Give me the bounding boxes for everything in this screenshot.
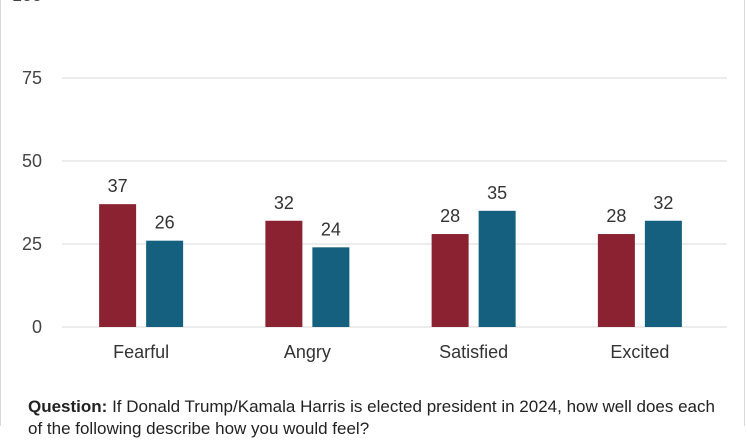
data-label-fearful-series-1: 37 bbox=[108, 176, 128, 196]
bar-satisfied-series-2 bbox=[478, 210, 516, 327]
data-label-angry-series-2: 24 bbox=[321, 219, 341, 239]
y-tick-label-50: 50 bbox=[22, 151, 42, 171]
bar-fearful-series-2 bbox=[146, 240, 184, 327]
data-label-satisfied-series-2: 35 bbox=[487, 183, 507, 203]
bar-chart: 0 25 50 75 100 37 26 Fearful 32 24 Angry 28 35 Satisf… bbox=[12, 0, 727, 362]
bar-excited-series-2 bbox=[644, 220, 682, 327]
question-caption: Question: If Donald Trump/Kamala Harris … bbox=[28, 396, 728, 440]
data-label-angry-series-1: 32 bbox=[274, 193, 294, 213]
caption-text: If Donald Trump/Kamala Harris is elected… bbox=[28, 397, 715, 438]
y-tick-label-100: 100 bbox=[12, 0, 42, 5]
caption-label: Question: bbox=[28, 397, 108, 416]
y-tick-label-25: 25 bbox=[22, 234, 42, 254]
data-label-excited-series-1: 28 bbox=[606, 206, 626, 226]
category-label-satisfied: Satisfied bbox=[439, 342, 508, 362]
y-tick-label-0: 0 bbox=[32, 317, 42, 337]
bar-fearful-series-1 bbox=[99, 204, 137, 327]
bar-angry-series-2 bbox=[312, 247, 350, 327]
bar-excited-series-1 bbox=[597, 234, 635, 327]
bar-satisfied-series-1 bbox=[431, 234, 469, 327]
y-tick-label-75: 75 bbox=[22, 68, 42, 88]
data-label-satisfied-series-1: 28 bbox=[440, 206, 460, 226]
chart-frame bbox=[0, 0, 745, 426]
category-label-excited: Excited bbox=[610, 342, 669, 362]
data-label-excited-series-2: 32 bbox=[653, 193, 673, 213]
category-label-fearful: Fearful bbox=[113, 342, 169, 362]
data-label-fearful-series-2: 26 bbox=[155, 213, 175, 233]
bar-angry-series-1 bbox=[265, 220, 303, 327]
category-label-angry: Angry bbox=[284, 342, 331, 362]
